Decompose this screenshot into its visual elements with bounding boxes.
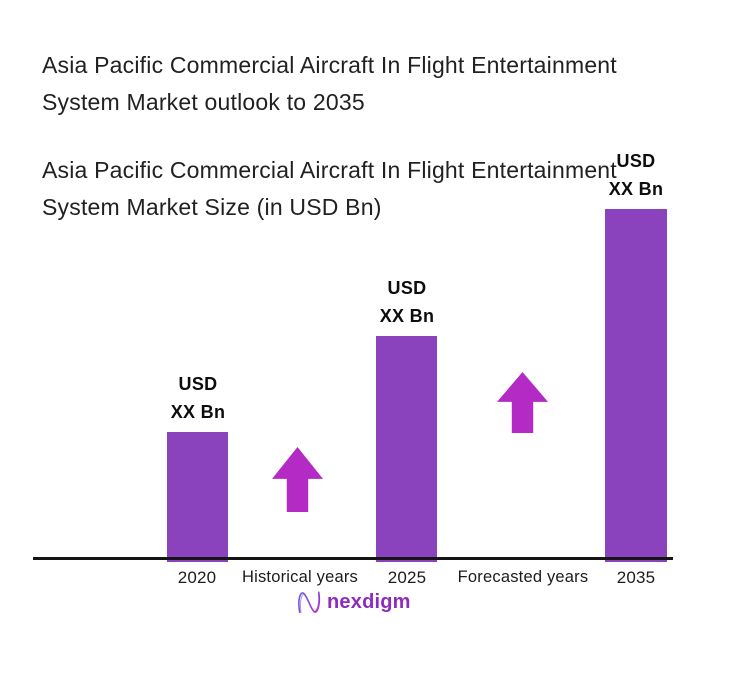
bar-2020 [167, 432, 228, 562]
bar-value-label: USD XX Bn [337, 274, 477, 330]
bar-2025 [376, 336, 437, 562]
nexdigm-logo-text: nexdigm [327, 590, 411, 613]
bar-value-line1: USD [387, 278, 427, 298]
bar-value-line2: XX Bn [379, 306, 435, 326]
bar-value-line1: USD [178, 374, 218, 394]
nexdigm-logo: nexdigm [296, 588, 411, 616]
bar-value-line1: USD [616, 151, 656, 171]
bar-value-label: USD XX Bn [566, 147, 706, 203]
x-axis-line [33, 557, 673, 560]
nexdigm-logo-icon [296, 588, 322, 616]
page-title: Asia Pacific Commercial Aircraft In Flig… [42, 52, 617, 115]
bar-value-line2: XX Bn [608, 179, 664, 199]
bar-value-label: USD XX Bn [128, 370, 268, 426]
annotation-historical-years: Historical years [242, 568, 358, 586]
up-arrow-icon [272, 447, 323, 512]
x-tick-2025: 2025 [387, 568, 427, 587]
x-tick-2035: 2035 [616, 568, 656, 587]
chart-title: Asia Pacific Commercial Aircraft In Flig… [42, 157, 617, 220]
annotation-forecasted-years: Forecasted years [457, 568, 589, 586]
x-tick-2020: 2020 [177, 568, 217, 587]
up-arrow-icon [497, 372, 548, 433]
bar-value-line2: XX Bn [170, 402, 226, 422]
bar-2035 [605, 209, 667, 562]
